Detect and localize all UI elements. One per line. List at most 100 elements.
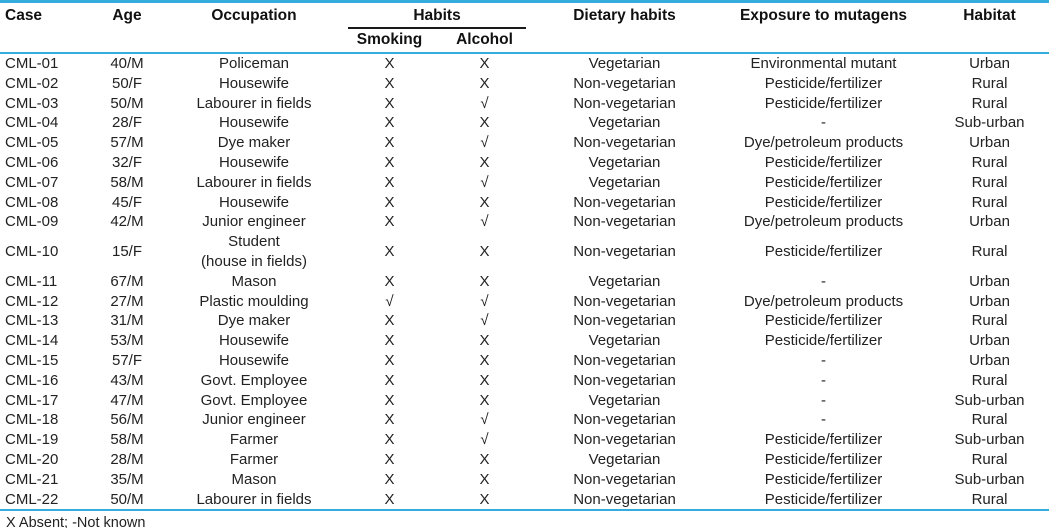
cell-habitat: Urban: [969, 292, 1010, 310]
cell-smoking: X: [384, 411, 395, 429]
cell-alcohol: X: [479, 332, 490, 350]
cell-exposure: Pesticide/fertilizer: [764, 450, 883, 468]
cell-occupation: Labourer in fields: [196, 173, 312, 191]
cell-exposure: Pesticide/fertilizer: [764, 153, 883, 171]
cml-cases-table: Case Age Occupation Habits Dietary habit…: [0, 0, 1049, 512]
table-row: CML-01 40/M Policeman X X Vegetarian Environme…: [0, 53, 1049, 74]
table-row: CML-02 50/F Housewife X X Non-vegetarian Pesti…: [0, 74, 1049, 94]
cell-occupation: Plastic moulding: [199, 292, 309, 310]
cell-case: CML-09: [5, 213, 59, 231]
cell-dietary: Non-vegetarian: [573, 312, 676, 330]
table-row: CML-10 15/F Student (house in fields) X X Non…: [0, 232, 1049, 272]
cell-age: 40/M: [110, 55, 144, 72]
cell-age: 50/M: [110, 94, 144, 112]
cell-age: 27/M: [110, 292, 144, 310]
cell-case: CML-08: [5, 193, 59, 211]
cell-case: CML-02: [5, 74, 59, 92]
cell-smoking: X: [384, 55, 395, 72]
cell-habitat: Rural: [971, 450, 1008, 468]
cell-case: CML-12: [5, 292, 59, 310]
cell-age: 57/M: [110, 134, 144, 152]
table-row: CML-19 58/M Farmer X √ Non-vegetarian Pesticid…: [0, 430, 1049, 450]
cell-occupation: Mason: [231, 470, 277, 488]
cell-alcohol: √: [480, 292, 489, 310]
header-dietary-habits: Dietary habits: [573, 7, 676, 24]
cell-dietary: Non-vegetarian: [573, 490, 676, 508]
cell-dietary: Non-vegetarian: [573, 292, 676, 310]
cell-alcohol: √: [480, 411, 489, 429]
cell-smoking: X: [384, 312, 395, 330]
cell-dietary: Vegetarian: [588, 114, 661, 132]
table-row: CML-04 28/F Housewife X X Vegetarian - Sub-urba…: [0, 113, 1049, 133]
header-alcohol: Alcohol: [456, 31, 513, 48]
cell-case: CML-07: [5, 173, 59, 191]
header-habitat: Habitat: [963, 7, 1016, 24]
table-row: CML-09 42/M Junior engineer X √ Non-vegetaria…: [0, 212, 1049, 232]
cell-age: 50/M: [110, 490, 144, 508]
cell-smoking: X: [384, 272, 395, 290]
cell-age: 43/M: [110, 371, 144, 389]
cell-alcohol: X: [479, 193, 490, 211]
cell-habitat: Rural: [971, 371, 1008, 389]
cell-occupation: Dye maker: [217, 312, 291, 330]
cell-exposure: -: [821, 371, 826, 389]
cell-habitat: Rural: [971, 153, 1008, 171]
cell-exposure: Pesticide/fertilizer: [764, 173, 883, 191]
table-row: CML-14 53/M Housewife X X Vegetarian Pesticide…: [0, 331, 1049, 351]
cell-case: CML-14: [5, 332, 59, 350]
cell-dietary: Vegetarian: [588, 55, 661, 72]
header-exposure-to-mutagens: Exposure to mutagens: [739, 7, 908, 24]
cell-habitat: Sub-urban: [954, 114, 1025, 132]
cell-case: CML-05: [5, 134, 59, 152]
cell-case: CML-04: [5, 114, 59, 132]
cell-exposure: -: [821, 272, 826, 290]
cell-habitat: Urban: [969, 134, 1010, 152]
cell-occupation: Labourer in fields: [196, 490, 312, 508]
cell-smoking: X: [384, 470, 395, 488]
cell-dietary: Non-vegetarian: [573, 431, 676, 449]
cell-occupation: Policeman: [218, 55, 290, 72]
cell-alcohol: X: [479, 450, 490, 468]
cell-age: 67/M: [110, 272, 144, 290]
cell-exposure: Pesticide/fertilizer: [764, 490, 883, 508]
cell-age: 45/F: [111, 193, 142, 211]
cell-case: CML-11: [5, 272, 58, 290]
cell-dietary: Vegetarian: [588, 450, 661, 468]
cell-habitat: Sub-urban: [954, 391, 1025, 409]
cell-smoking: X: [384, 332, 395, 350]
cell-age: 31/M: [110, 312, 144, 330]
table-row: CML-15 57/F Housewife X X Non-vegetarian - Urba…: [0, 351, 1049, 371]
cell-occupation: Housewife: [218, 351, 290, 369]
cell-dietary: Vegetarian: [588, 272, 661, 290]
table-row: CML-22 50/M Labourer in fields X X Non-vegeta…: [0, 490, 1049, 511]
cell-alcohol: X: [479, 391, 490, 409]
cell-alcohol: X: [479, 470, 490, 488]
cell-habitat: Sub-urban: [954, 470, 1025, 488]
cell-smoking: X: [384, 94, 395, 112]
table-row: CML-07 58/M Labourer in fields X √ Vegetarian…: [0, 173, 1049, 193]
header-smoking: Smoking: [356, 31, 423, 48]
cell-smoking: X: [384, 391, 395, 409]
cell-occupation: Junior engineer: [202, 213, 306, 231]
cell-dietary: Non-vegetarian: [573, 243, 676, 261]
cell-case: CML-22: [5, 490, 59, 508]
cell-exposure: Pesticide/fertilizer: [764, 193, 883, 211]
cell-dietary: Non-vegetarian: [573, 134, 676, 152]
cell-occupation: Govt. Employee: [200, 391, 308, 409]
cell-smoking: X: [384, 153, 395, 171]
cell-dietary: Non-vegetarian: [573, 470, 676, 488]
cell-alcohol: X: [479, 490, 490, 508]
cell-age: 57/F: [111, 351, 142, 369]
table-row: CML-20 28/M Farmer X X Vegetarian Pesticide/fe…: [0, 450, 1049, 470]
cell-age: 58/M: [110, 431, 144, 449]
cell-dietary: Non-vegetarian: [573, 213, 676, 231]
table-body: CML-01 40/M Policeman X X Vegetarian Environme…: [0, 53, 1049, 510]
cell-occupation: Student (house in fields): [201, 233, 307, 270]
cell-dietary: Non-vegetarian: [573, 411, 676, 429]
cell-habitat: Rural: [971, 74, 1008, 92]
cell-case: CML-06: [5, 153, 59, 171]
cell-alcohol: X: [479, 371, 490, 389]
cell-dietary: Non-vegetarian: [573, 74, 676, 92]
cell-alcohol: √: [480, 94, 489, 112]
cell-age: 28/F: [111, 114, 142, 132]
